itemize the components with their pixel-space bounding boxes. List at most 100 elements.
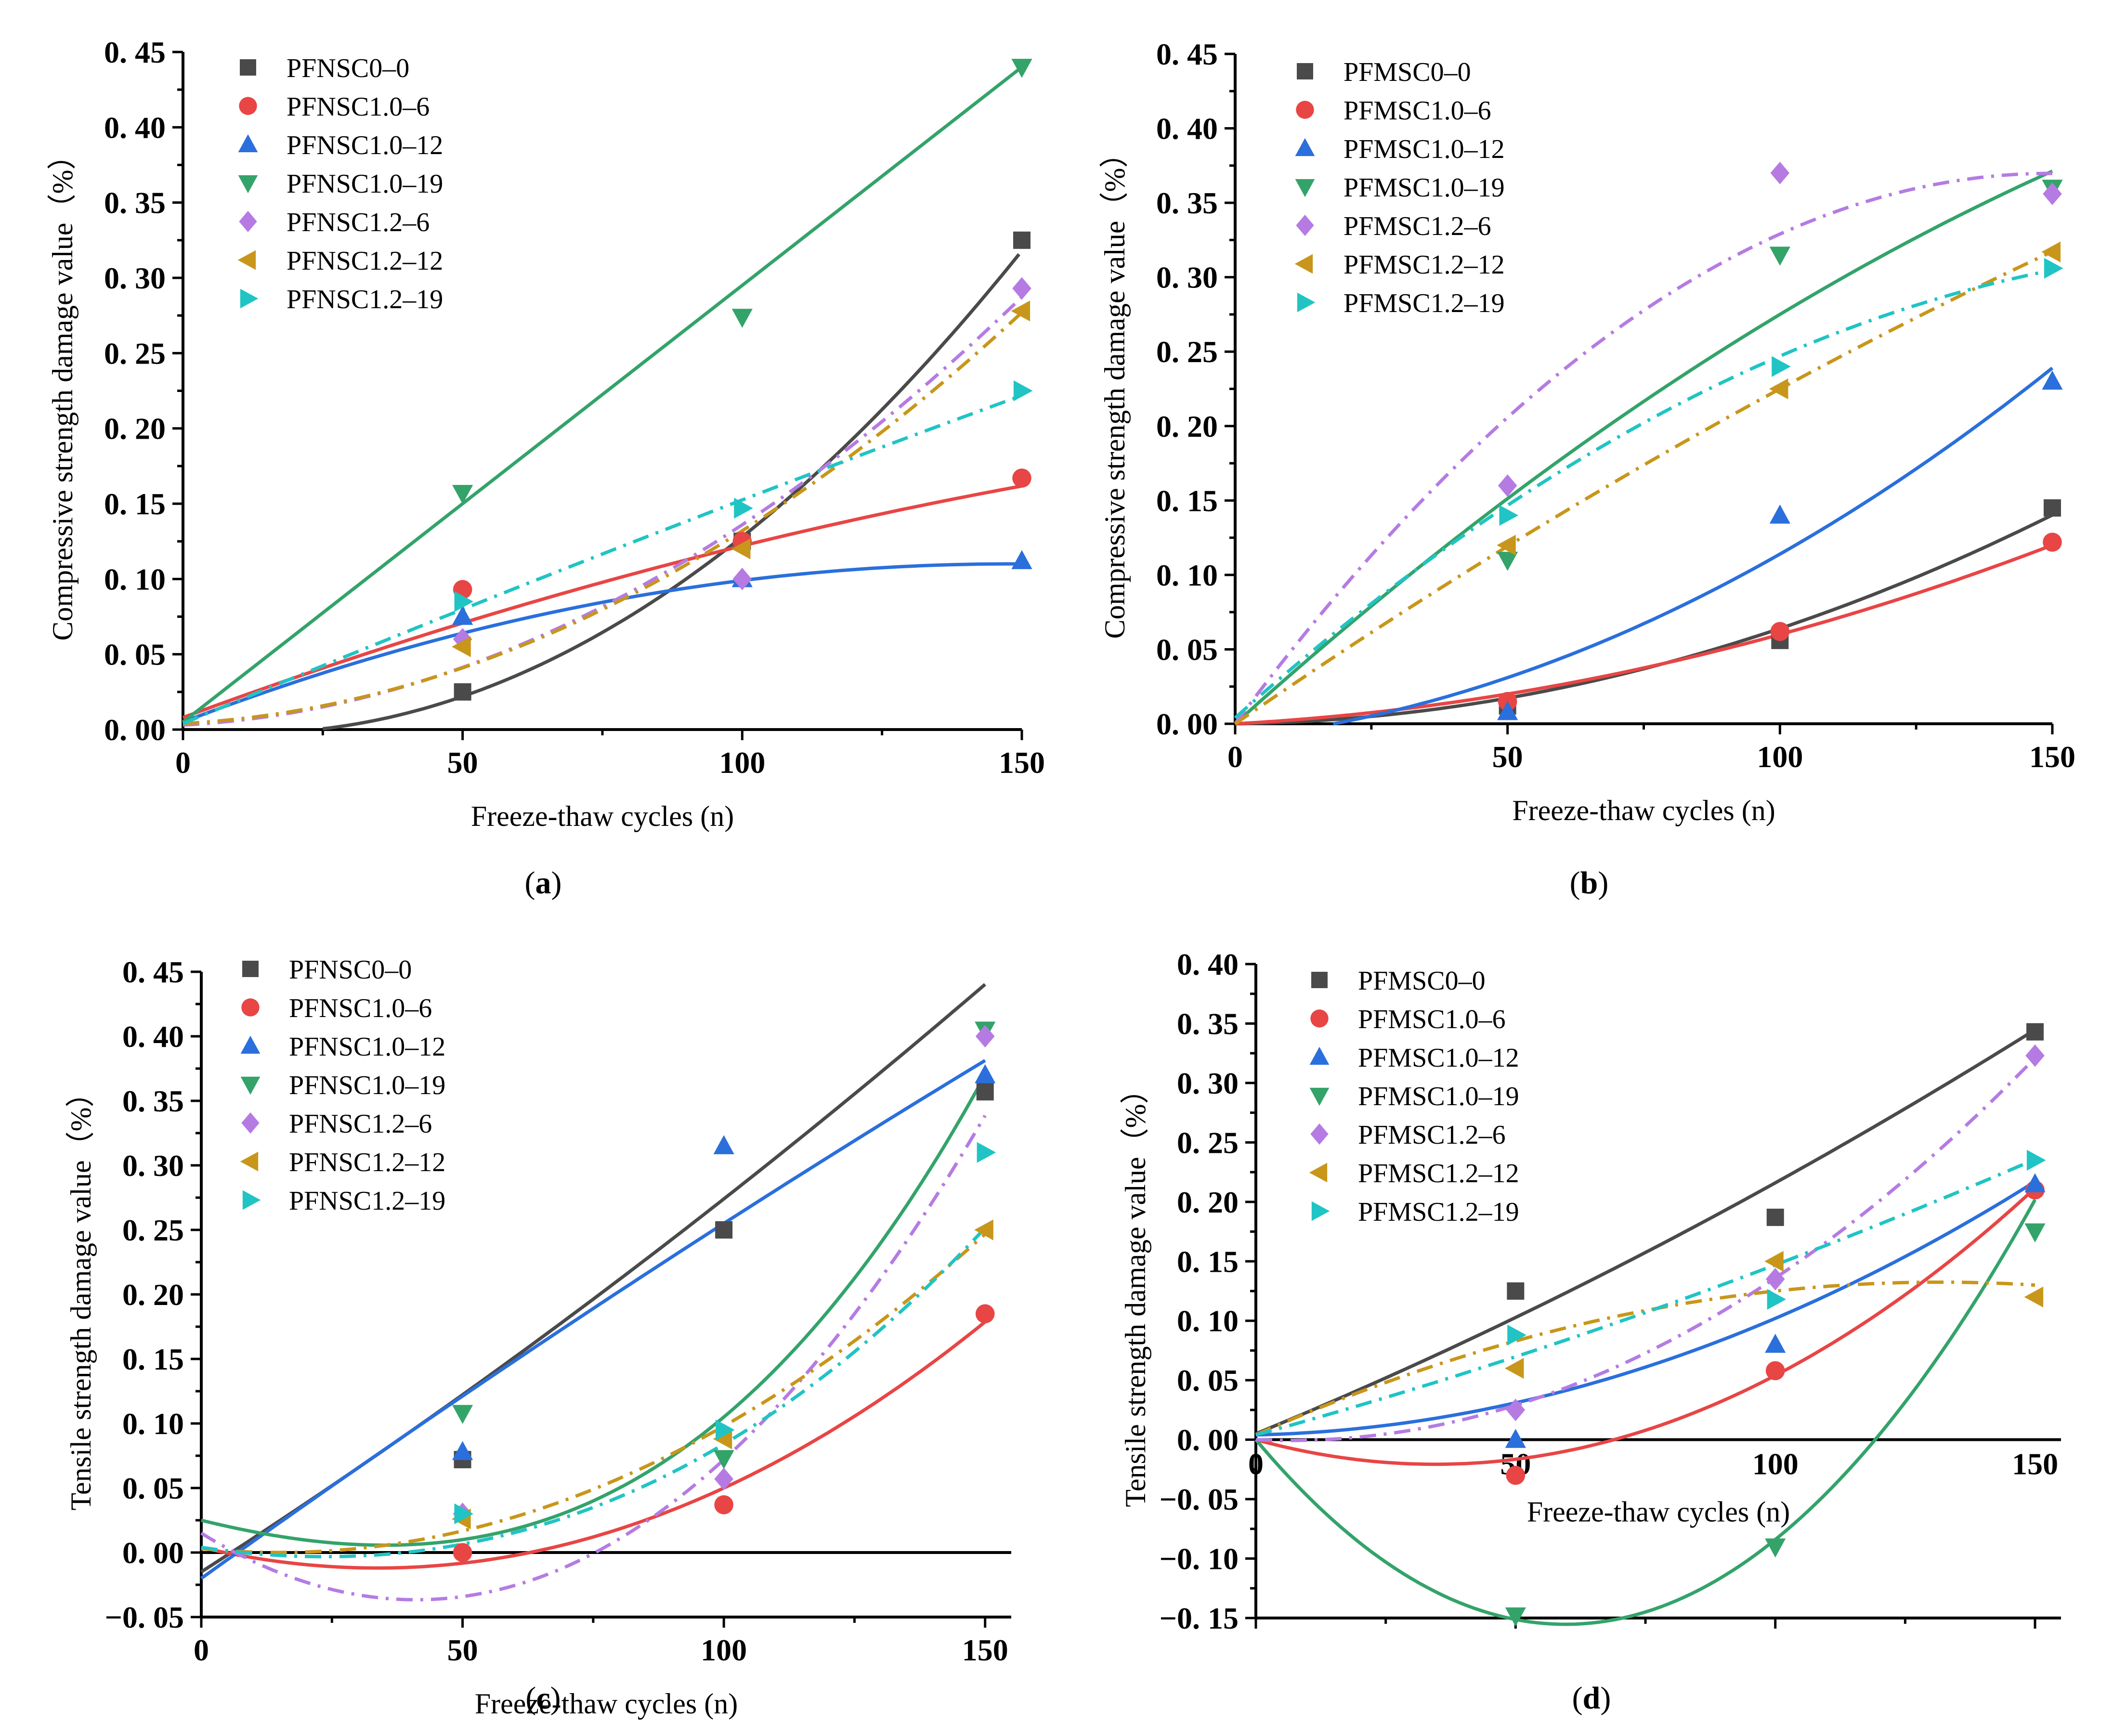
fit-curve bbox=[1234, 250, 2053, 725]
y-tick-label: 0. 15 bbox=[1156, 483, 1218, 518]
y-tick-label: 0. 00 bbox=[1177, 1423, 1239, 1457]
data-point bbox=[1011, 300, 1030, 322]
fit-curve bbox=[183, 311, 1023, 725]
panel-caption: (d) bbox=[1572, 1681, 1611, 1716]
legend-marker bbox=[1295, 179, 1315, 197]
data-point bbox=[1767, 1289, 1787, 1310]
data-point bbox=[714, 1467, 733, 1490]
y-tick-label: 0. 00 bbox=[1156, 707, 1218, 741]
data-point bbox=[452, 1441, 473, 1461]
data-point bbox=[1769, 504, 1790, 524]
fit-curve bbox=[182, 394, 1023, 725]
y-tick-label: 0. 10 bbox=[1156, 558, 1218, 592]
data-point bbox=[1504, 1357, 1524, 1379]
legend-marker bbox=[242, 961, 259, 977]
y-tick-label: 0. 40 bbox=[1156, 112, 1218, 146]
legend-marker bbox=[242, 1190, 261, 1210]
y-tick-label: 0. 45 bbox=[122, 955, 184, 989]
data-point bbox=[1765, 1361, 1785, 1381]
caption-open-paren: ( bbox=[1570, 865, 1580, 901]
y-tick-label: 0. 40 bbox=[122, 1019, 184, 1054]
data-point bbox=[452, 636, 471, 657]
y-tick-label: 0. 35 bbox=[1156, 186, 1218, 220]
data-point bbox=[454, 591, 474, 612]
data-point bbox=[714, 1495, 733, 1514]
data-point bbox=[2024, 1286, 2044, 1307]
x-axis-title: Freeze-thaw cycles (n) bbox=[1512, 795, 1775, 826]
fit-curve bbox=[1234, 268, 2053, 719]
y-tick-label: 0. 05 bbox=[122, 1471, 184, 1505]
legend-label: PFNSC1.2–19 bbox=[287, 285, 443, 314]
y-tick-label: 0. 05 bbox=[1156, 632, 1218, 666]
y-tick-label: 0. 05 bbox=[104, 638, 166, 672]
fit-curve bbox=[182, 65, 1023, 724]
legend-label: PFMSC1.0–6 bbox=[1343, 96, 1491, 126]
legend-marker bbox=[238, 175, 258, 194]
legend-label: PFNSC1.2–6 bbox=[289, 1109, 432, 1139]
legend-label: PFMSC1.2–12 bbox=[1358, 1159, 1519, 1188]
legend-marker bbox=[238, 134, 258, 153]
legend-label: PFMSC1.0–19 bbox=[1343, 173, 1505, 203]
legend-marker bbox=[237, 250, 256, 270]
data-point bbox=[2025, 1044, 2045, 1067]
fit-curve bbox=[1255, 1187, 2036, 1466]
y-tick-label: 0. 25 bbox=[1156, 335, 1218, 369]
legend-marker bbox=[1310, 1123, 1329, 1145]
data-point bbox=[734, 497, 753, 519]
data-point bbox=[452, 606, 473, 625]
fit-curve bbox=[1255, 1180, 2036, 1437]
legend-label: PFMSC1.2–19 bbox=[1343, 288, 1505, 318]
data-point bbox=[2041, 241, 2061, 262]
x-axis-title: Freeze-thaw cycles (n) bbox=[471, 800, 734, 832]
legend-label: PFNSC1.2–6 bbox=[287, 208, 430, 237]
legend-marker bbox=[1297, 63, 1313, 79]
caption-letter: a bbox=[535, 865, 551, 901]
legend-label: PFNSC1.0–19 bbox=[289, 1070, 445, 1100]
legend-label: PFMSC0–0 bbox=[1358, 966, 1486, 996]
data-point bbox=[1765, 1267, 1785, 1291]
legend-label: PFMSC1.2–6 bbox=[1358, 1120, 1506, 1150]
x-tick-label: 100 bbox=[1757, 740, 1803, 774]
fit-curve bbox=[200, 1059, 986, 1580]
legend-marker bbox=[241, 1112, 260, 1134]
data-point bbox=[452, 1405, 473, 1424]
data-point bbox=[1013, 380, 1033, 402]
y-tick-label: 0. 05 bbox=[1177, 1363, 1239, 1397]
y-tick-label: −0. 05 bbox=[1160, 1482, 1239, 1516]
data-point bbox=[2043, 183, 2062, 205]
y-tick-label: 0. 30 bbox=[1156, 261, 1218, 295]
data-point bbox=[2024, 1173, 2046, 1192]
legend-marker bbox=[1297, 292, 1316, 313]
fit-curve bbox=[1332, 366, 2054, 726]
data-point bbox=[1765, 1333, 1786, 1353]
data-point bbox=[713, 1450, 734, 1469]
data-point bbox=[1497, 701, 1518, 720]
data-point bbox=[1770, 161, 1790, 184]
y-tick-label: 0. 35 bbox=[122, 1084, 184, 1118]
panel-caption: (a) bbox=[525, 865, 562, 901]
legend-marker bbox=[239, 97, 257, 115]
data-point bbox=[2044, 258, 2063, 279]
y-tick-label: 0. 40 bbox=[1177, 947, 1239, 981]
legend-marker bbox=[240, 288, 259, 309]
data-point bbox=[2026, 1023, 2044, 1041]
caption-close-paren: ) bbox=[551, 865, 562, 901]
y-tick-label: 0. 20 bbox=[122, 1278, 184, 1312]
x-tick-label: 50 bbox=[447, 745, 478, 780]
caption-close-paren: ) bbox=[1600, 1681, 1611, 1716]
legend-label: PFNSC0–0 bbox=[289, 955, 412, 985]
x-tick-label: 150 bbox=[962, 1633, 1008, 1667]
data-point bbox=[1764, 1251, 1784, 1272]
legend-label: PFMSC1.2–19 bbox=[1358, 1197, 1519, 1227]
y-tick-label: 0. 30 bbox=[1177, 1066, 1239, 1100]
y-tick-label: 0. 25 bbox=[104, 336, 166, 370]
legend-label: PFMSC1.0–12 bbox=[1343, 134, 1505, 164]
x-tick-label: 0 bbox=[1248, 1447, 1264, 1481]
legend-label: PFNSC1.0–6 bbox=[289, 993, 432, 1023]
caption-open-paren: ( bbox=[525, 865, 535, 901]
legend-marker bbox=[240, 59, 256, 76]
y-tick-label: 0. 35 bbox=[1177, 1006, 1239, 1041]
data-point bbox=[1505, 1607, 1526, 1627]
y-tick-label: −0. 10 bbox=[1160, 1542, 1239, 1576]
y-axis-title: Compressive strength damage value（%） bbox=[1099, 139, 1131, 639]
